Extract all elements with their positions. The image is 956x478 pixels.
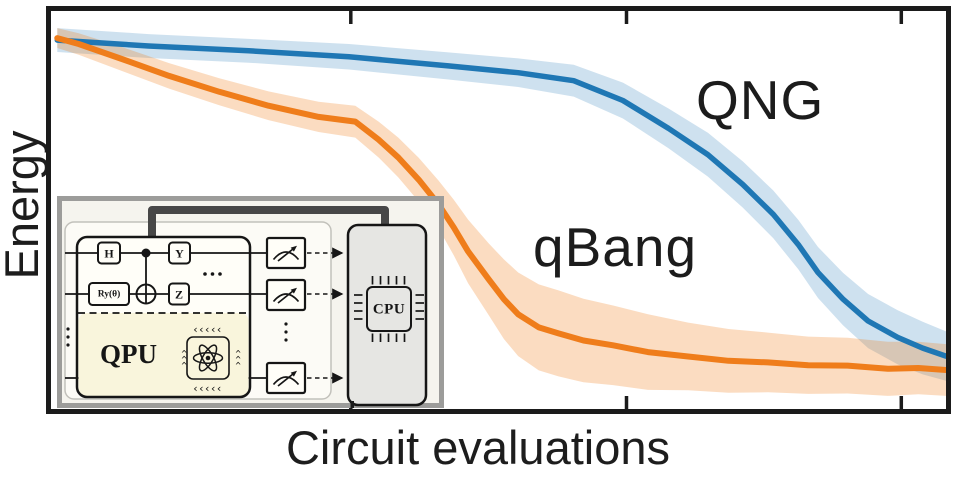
measurement-gauge-icon-2 (265, 278, 307, 312)
chevron-row-bottom: ‹‹‹‹‹ (193, 382, 223, 395)
series-label-qbang: qBang (533, 216, 698, 278)
cnot-target-icon (135, 283, 157, 305)
gate-z: Z (168, 282, 190, 306)
x-axis-label: Circuit evaluations (285, 421, 670, 474)
qpu-region (78, 313, 249, 396)
qbang-line (54, 35, 946, 373)
qbang-confidence-band (57, 28, 946, 396)
svg-text:Z: Z (175, 288, 183, 302)
measurement-gauge-icon-3 (265, 361, 307, 395)
gauge-vertical-ellipsis-dots (284, 322, 288, 342)
gate-ry: Ry(θ) (88, 282, 130, 306)
chevron-row-top: ‹‹‹‹‹ (193, 323, 223, 336)
qpu-label: QPU (100, 339, 157, 369)
cpu-label: CPU (373, 302, 405, 318)
gates-ellipsis-dots (203, 272, 222, 276)
cpu-chip-icon: CPU (354, 276, 424, 342)
measurement-gauge-icon-1 (265, 236, 307, 270)
left-vertical-ellipsis-dots (66, 327, 70, 347)
gate-y: Y (168, 241, 191, 265)
svg-text:Y: Y (175, 247, 184, 261)
chevron-col-left: ‹‹‹ (178, 349, 191, 367)
atom-icon: ‹‹‹‹‹ ‹‹‹‹‹ ‹‹‹ ‹‹‹ (178, 323, 245, 395)
svg-text:Ry(θ): Ry(θ) (98, 289, 121, 300)
inset-diagram: H Y Ry(θ) Z QPU (57, 196, 444, 408)
svg-text:H: H (104, 247, 114, 261)
qng-line (54, 37, 946, 359)
chart-canvas (54, 11, 946, 409)
gate-h: H (97, 241, 121, 265)
cnot-control-dot (141, 248, 151, 258)
circuit-box-outline (75, 235, 252, 399)
series-label-qng: QNG (696, 69, 825, 131)
cable-connector (148, 206, 389, 238)
bottom-tick-nub (350, 401, 354, 408)
qng-confidence-band (57, 28, 946, 381)
dashed-arrows (307, 247, 344, 384)
chevron-col-right: ‹‹‹ (232, 349, 245, 367)
y-axis-label: Energy (0, 130, 48, 280)
